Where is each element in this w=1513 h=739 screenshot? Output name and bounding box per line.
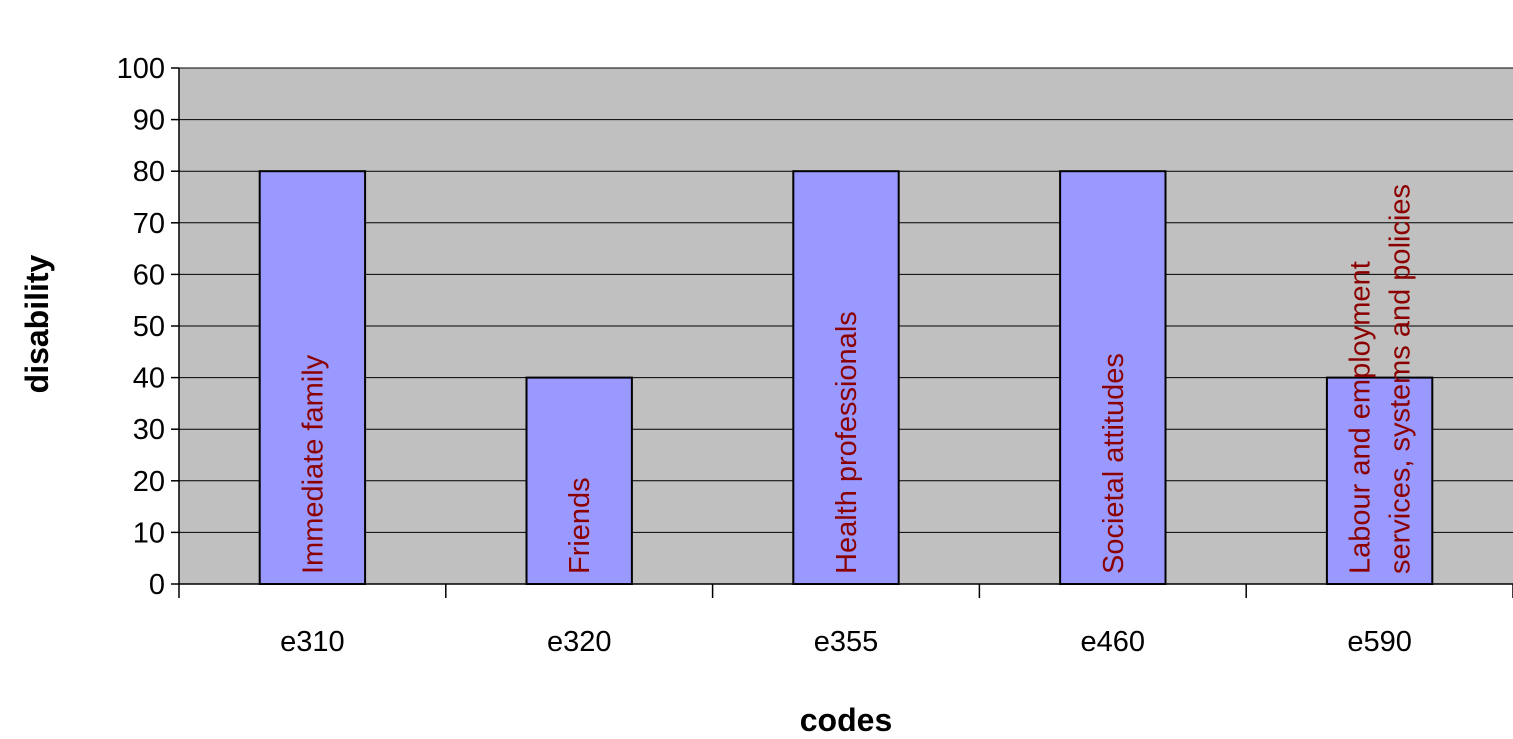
data-label-e460: Societal attitudes — [1098, 353, 1130, 574]
y-tick-label: 70 — [133, 208, 165, 240]
x-tick-label: e310 — [280, 626, 345, 658]
bar-e590 — [1325, 376, 1434, 585]
data-label-e320: Friends — [564, 477, 596, 574]
data-label-e355: Health professionals — [831, 311, 863, 574]
bars — [258, 170, 1434, 585]
y-tick-label: 40 — [133, 363, 165, 395]
x-axis-title: codes — [800, 702, 892, 738]
x-tick-label: e590 — [1347, 626, 1412, 658]
y-tick-label: 100 — [117, 53, 165, 85]
data-label-e590: services, systems and policies — [1385, 184, 1417, 574]
x-tick-label: e460 — [1081, 626, 1146, 658]
y-axis: 0 10 20 30 40 50 60 70 80 90 100 — [117, 53, 180, 601]
bar-e460 — [1059, 170, 1167, 585]
y-tick-label: 0 — [149, 569, 165, 601]
y-tick-label: 80 — [133, 156, 165, 188]
bar-e310 — [258, 170, 367, 585]
x-tick-label: e320 — [547, 626, 612, 658]
data-label-e310: Immediate family — [297, 354, 329, 574]
y-tick-label: 10 — [133, 517, 165, 549]
y-tick-label: 30 — [133, 414, 165, 446]
y-tick-label: 50 — [133, 311, 165, 343]
bar-e320 — [525, 376, 633, 585]
data-label-e590: Labour and employment — [1345, 261, 1377, 574]
y-tick-label: 20 — [133, 466, 165, 498]
x-tick-label: e355 — [814, 626, 879, 658]
x-axis: e310 e320 e355 e460 e590 — [178, 583, 1513, 658]
y-axis-title: disability — [19, 254, 55, 393]
y-tick-label: 60 — [133, 259, 165, 291]
bar-e355 — [792, 170, 900, 585]
y-tick-label: 90 — [133, 105, 165, 137]
bar-data-labels: Immediate family Friends Health profession… — [297, 184, 1416, 574]
